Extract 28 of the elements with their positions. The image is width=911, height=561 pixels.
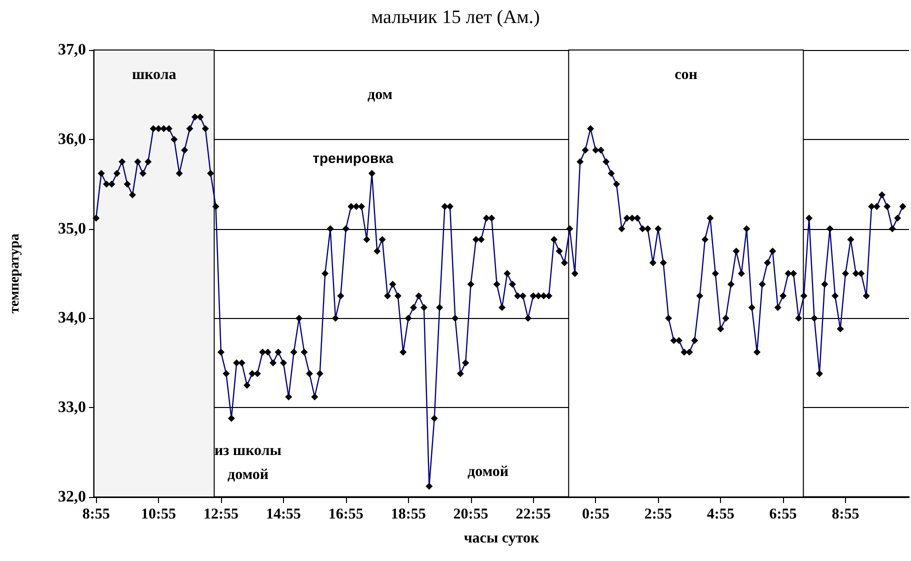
y-tick-label: 32,0 <box>58 488 86 506</box>
y-axis-title: температура <box>8 234 22 314</box>
x-tick-label: 0:55 <box>582 506 610 522</box>
x-tick-label: 14:55 <box>266 506 301 522</box>
annotation: тренировка <box>312 150 394 166</box>
x-tick-label: 2:55 <box>644 506 672 522</box>
x-tick-label: 6:55 <box>769 506 797 522</box>
x-axis-title: часы суток <box>464 530 540 546</box>
x-tick-label: 20:55 <box>453 506 488 522</box>
y-tick-label: 33,0 <box>58 399 86 416</box>
y-tick-label: 34,0 <box>58 310 86 327</box>
y-tick-label: 36,0 <box>58 130 86 148</box>
x-tick-label: 4:55 <box>706 506 734 522</box>
x-tick-label: 8:55 <box>82 506 110 522</box>
y-tick-label: 35,0 <box>58 220 86 238</box>
annotation: дом <box>367 87 393 103</box>
band-label: сон <box>674 67 698 83</box>
band-label: школа <box>132 67 177 83</box>
y-tick-label: 37,0 <box>58 42 86 58</box>
annotation: из школы домой <box>214 443 282 483</box>
annotation: домой <box>468 464 509 480</box>
x-tick-label: 8:55 <box>832 506 860 522</box>
x-tick-label: 10:55 <box>141 506 176 522</box>
x-tick-label: 22:55 <box>516 506 551 522</box>
x-tick-label: 18:55 <box>390 506 426 522</box>
chart-title: мальчик 15 лет (Ам.) <box>371 7 540 28</box>
x-tick-label: 16:55 <box>328 506 364 522</box>
x-tick-label: 12:55 <box>203 506 238 522</box>
